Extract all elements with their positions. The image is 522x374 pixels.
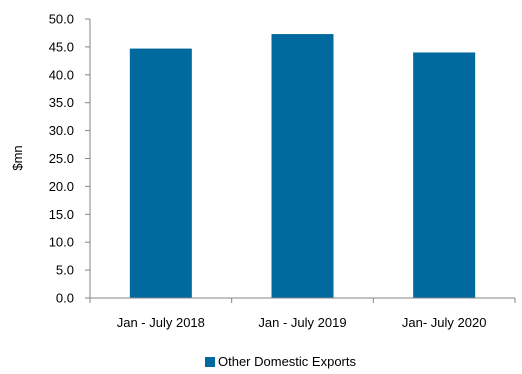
x-category-label: Jan - July 2019 [258,315,346,330]
x-axis-labels: Jan - July 2018 Jan - July 2019 Jan- July … [89,298,516,330]
legend-swatch [205,357,215,367]
y-tick-label: 35.0 [49,95,74,110]
y-tick-label: 25.0 [49,151,74,166]
y-axis-title: $mn [10,145,25,170]
bar [413,52,476,299]
x-category-label: Jan - July 2018 [117,315,205,330]
y-tick-label: 30.0 [49,123,74,138]
x-category-label: Jan- July 2020 [402,315,487,330]
bar [129,48,192,298]
y-tick-label: 45.0 [49,39,74,54]
legend: Other Domestic Exports [205,354,356,369]
y-tick-label: 50.0 [49,12,74,27]
bar [271,34,334,298]
y-tick-label: 5.0 [56,263,74,278]
y-axis-ticks: 0.0 5.0 10.0 15.0 20.0 25.0 30.0 35.0 40.0 45.0 50… [49,12,90,306]
y-tick-label: 40.0 [49,67,74,82]
legend-label: Other Domestic Exports [218,354,356,369]
y-tick-label: 0.0 [56,291,74,306]
y-tick-label: 10.0 [49,235,74,250]
bars [129,34,476,299]
y-tick-label: 20.0 [49,179,74,194]
y-tick-label: 15.0 [49,207,74,222]
